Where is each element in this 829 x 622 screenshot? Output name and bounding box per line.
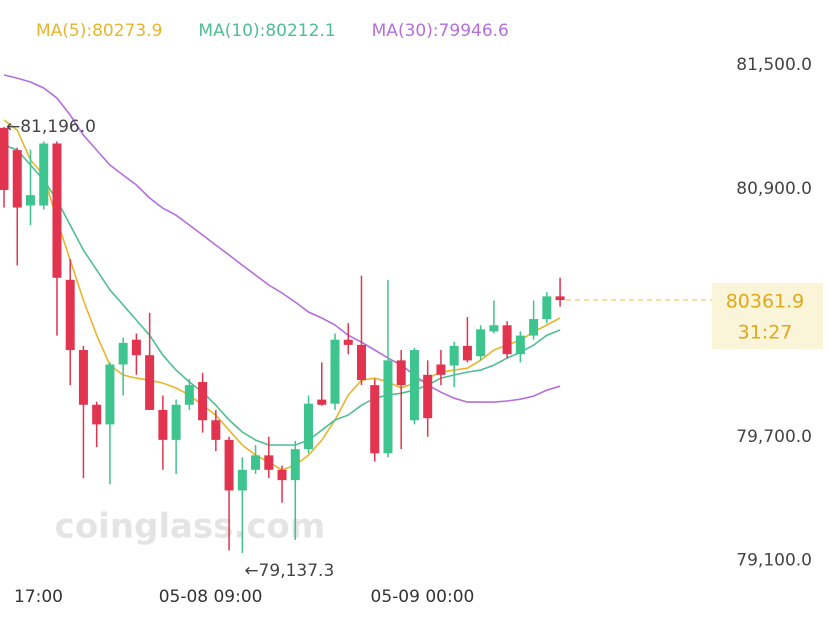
y-tick-label: 79,700.0 bbox=[736, 427, 812, 447]
candle-body bbox=[237, 469, 247, 491]
high-annotation: ←81,196.0 bbox=[6, 117, 96, 137]
watermark: coinglass.com bbox=[55, 507, 326, 547]
candle-body bbox=[211, 420, 221, 440]
candle-body bbox=[356, 344, 366, 380]
x-tick-label: 17:00 bbox=[14, 587, 63, 607]
ma-line bbox=[3, 74, 561, 403]
candle-body bbox=[462, 345, 472, 361]
candle-body bbox=[449, 345, 459, 366]
candle-body bbox=[489, 325, 499, 332]
candle-body bbox=[396, 360, 406, 386]
candle-body bbox=[542, 296, 552, 320]
candle-body bbox=[0, 127, 9, 190]
candle-body bbox=[343, 339, 353, 345]
ma-line bbox=[3, 119, 561, 471]
candle-body bbox=[330, 339, 340, 404]
candle-body bbox=[502, 325, 512, 355]
candle-body bbox=[52, 143, 62, 278]
price-label: 80361.9 bbox=[726, 291, 805, 313]
y-tick-label: 80,900.0 bbox=[736, 179, 812, 199]
candle-body bbox=[184, 385, 194, 405]
candle-body bbox=[277, 469, 287, 481]
candle-body bbox=[145, 355, 155, 410]
candle-body bbox=[290, 449, 300, 481]
candle-body bbox=[25, 195, 35, 206]
candle-body bbox=[12, 150, 22, 208]
ma-line bbox=[3, 144, 561, 446]
legend-entry: MA(30):79946.6 bbox=[372, 21, 509, 41]
candle-body bbox=[370, 385, 380, 454]
candle-body bbox=[476, 329, 486, 357]
y-tick-label: 81,500.0 bbox=[736, 55, 812, 75]
x-tick-label: 05-08 09:00 bbox=[159, 587, 263, 607]
candle-body bbox=[409, 350, 419, 421]
candle-body bbox=[529, 319, 539, 336]
candle-body bbox=[78, 350, 88, 405]
candle-body bbox=[198, 382, 208, 421]
candle-body bbox=[304, 403, 314, 450]
candle-body bbox=[317, 399, 327, 405]
candle-body bbox=[171, 404, 181, 440]
candle-body bbox=[92, 404, 102, 425]
candle-body bbox=[118, 342, 128, 365]
candle-body bbox=[65, 279, 75, 351]
candle-body bbox=[515, 335, 525, 355]
price-box bbox=[712, 283, 823, 350]
y-tick-label: 79,100.0 bbox=[736, 551, 812, 571]
candle-body bbox=[39, 143, 49, 206]
legend-entry: MA(5):80273.9 bbox=[36, 21, 162, 41]
candle-body bbox=[105, 364, 115, 425]
x-tick-label: 05-09 00:00 bbox=[371, 587, 475, 607]
candle-body bbox=[436, 364, 446, 375]
candle-body bbox=[131, 339, 141, 356]
candle-body bbox=[251, 455, 261, 470]
candle-body bbox=[555, 296, 565, 301]
candle-body bbox=[224, 439, 234, 491]
countdown: 31:27 bbox=[738, 322, 793, 344]
candle-body bbox=[264, 455, 274, 470]
low-annotation: ←79,137.3 bbox=[244, 561, 334, 581]
candle-body bbox=[383, 360, 393, 454]
candle-body bbox=[158, 409, 168, 440]
candle-body bbox=[423, 374, 433, 419]
legend-entry: MA(10):80212.1 bbox=[198, 21, 335, 41]
